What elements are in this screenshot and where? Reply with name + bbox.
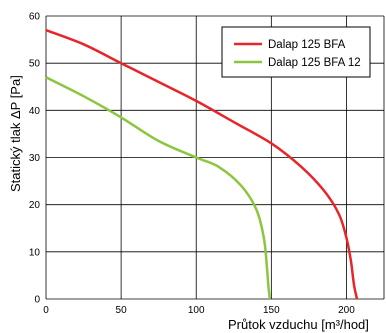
y-tick-label: 20: [29, 200, 41, 211]
legend-label-1: Dalap 125 BFA: [268, 39, 346, 51]
y-tick-label: 30: [29, 153, 41, 164]
y-tick-label: 10: [29, 247, 41, 258]
x-tick-labels: 0 50 100 150 200: [43, 305, 355, 316]
y-tick-label: 60: [29, 12, 41, 23]
x-tick-label: 200: [338, 305, 355, 316]
x-tick-label: 100: [188, 305, 205, 316]
y-tick-label: 0: [34, 295, 40, 306]
x-axis-label: Průtok vzduchu [m³/hod]: [228, 317, 369, 332]
y-tick-label: 50: [29, 59, 41, 70]
legend-label-2: Dalap 125 BFA 12: [268, 57, 361, 69]
y-tick-labels: 0 10 20 30 40 50 60: [29, 12, 41, 306]
y-tick-label: 40: [29, 106, 41, 117]
legend: Dalap 125 BFA Dalap 125 BFA 12: [222, 27, 370, 77]
legend-box: [222, 27, 370, 77]
x-tick-label: 50: [116, 305, 128, 316]
x-tick-label: 150: [263, 305, 280, 316]
y-axis-label: Statický tlak ΔP [Pa]: [8, 75, 23, 192]
x-tick-label: 0: [43, 305, 49, 316]
